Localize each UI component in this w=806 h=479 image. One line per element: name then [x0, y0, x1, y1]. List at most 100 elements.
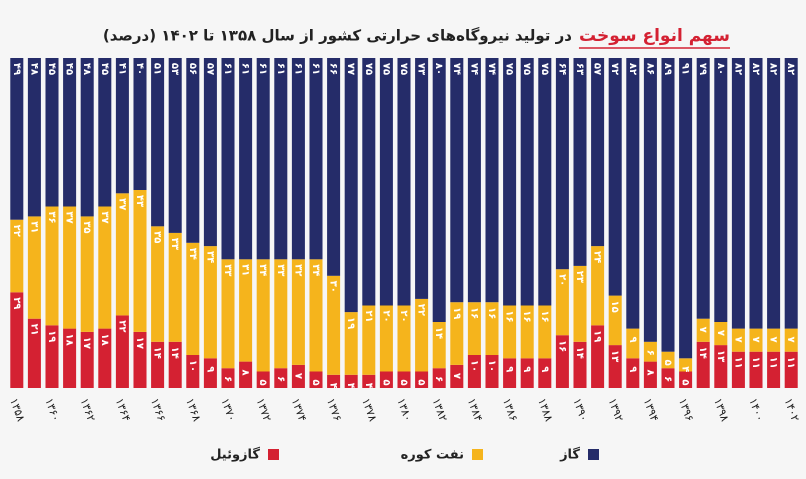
data-label: ۳۴: [187, 248, 198, 260]
bar-segment: [344, 312, 358, 375]
bar-segment: [98, 206, 112, 329]
bar-segment: [309, 371, 323, 388]
data-label: ۷۷: [345, 63, 356, 75]
data-label: ۱۴: [169, 347, 180, 359]
bar-segment: [133, 331, 147, 388]
bar-segment: [626, 358, 640, 388]
bar-segment: [221, 259, 235, 369]
bar-segment: [115, 58, 129, 194]
data-label: ۶۱: [240, 63, 251, 75]
bar-segment: [239, 361, 253, 388]
bar-segment: [731, 58, 745, 329]
bar-segment: [767, 328, 781, 352]
bar-segment: [239, 259, 253, 362]
bar-segment: [749, 58, 763, 329]
data-label: ۹: [627, 337, 638, 343]
bar-segment: [608, 295, 622, 346]
data-label: ۹: [539, 366, 550, 372]
bar-segment: [538, 305, 552, 359]
data-label: ۳۱: [28, 221, 39, 233]
data-label: ۶۱: [222, 63, 233, 75]
data-label: ۱۵: [609, 300, 620, 312]
data-label: ۸۲: [768, 63, 779, 75]
bar-segment: [714, 345, 728, 388]
data-label: ۳۱: [240, 264, 251, 276]
data-label: ۳۵: [152, 231, 163, 243]
bar-segment: [274, 58, 288, 260]
data-label: ۴: [680, 366, 691, 372]
bar-segment: [679, 358, 693, 372]
bar-segment: [450, 58, 464, 303]
data-label: ۵۷: [204, 63, 215, 75]
data-label: ۷۵: [504, 63, 515, 75]
bar-segment: [520, 358, 534, 388]
data-label: ۱۱: [768, 357, 779, 369]
data-label: ۷: [715, 330, 726, 336]
bar-segment: [168, 232, 182, 342]
bar-segment: [749, 351, 763, 388]
data-label: ۱۶: [504, 310, 515, 322]
bar-segment: [397, 58, 411, 306]
data-label: ۲۰: [556, 274, 567, 286]
bar-segment: [661, 351, 675, 369]
bar-segment: [696, 318, 710, 342]
data-label: ۷: [732, 337, 743, 343]
bar-segment: [45, 325, 59, 388]
data-label: ۶۱: [292, 63, 303, 75]
data-label: ۳۶: [46, 211, 57, 223]
data-label: ۳۴: [257, 264, 268, 276]
bar-segment: [767, 58, 781, 329]
data-label: ۱۸: [64, 333, 75, 345]
bar-segment: [767, 351, 781, 388]
bar-segment: [661, 368, 675, 388]
bar-segment: [731, 328, 745, 352]
bar-segment: [80, 58, 94, 217]
legend-swatch: [472, 449, 483, 460]
data-label: ۴۳: [134, 195, 145, 207]
data-label: ۱۹: [345, 317, 356, 329]
bar-segment: [168, 341, 182, 388]
data-label: ۳۳: [275, 264, 286, 276]
data-label: ۷۲: [609, 63, 620, 75]
data-label: ۱۶: [486, 307, 497, 319]
legend-swatch: [588, 449, 599, 460]
data-label: ۶: [275, 376, 286, 382]
bar-segment: [344, 58, 358, 313]
data-label: ۵: [662, 360, 673, 366]
data-label: ۱۳: [715, 350, 726, 362]
data-label: ۷۴: [468, 63, 479, 75]
data-label: ۶۳: [574, 63, 585, 75]
bar-segment: [80, 216, 94, 332]
data-label: ۸۶: [644, 63, 655, 75]
data-label: ۸: [644, 370, 655, 376]
bar-segment: [520, 305, 534, 359]
data-label: ۴۵: [46, 63, 57, 75]
data-label: ۵: [398, 379, 409, 385]
data-label: ۳۷: [64, 211, 75, 223]
bar-segment: [643, 341, 657, 362]
bar-segment: [45, 206, 59, 326]
data-label: ۶۱: [310, 63, 321, 75]
bar-segment: [661, 58, 675, 352]
data-label: ۲۲: [116, 320, 127, 332]
bar-segment: [362, 305, 376, 375]
bar-segment: [784, 328, 798, 352]
bar-segment: [186, 355, 200, 388]
bar-segment: [608, 58, 622, 296]
bar-segment: [714, 322, 728, 346]
bar-segment: [450, 302, 464, 365]
bar-segment: [45, 58, 59, 207]
data-label: ۷: [785, 337, 796, 343]
bar-segment: [291, 58, 305, 260]
data-label: ۶: [662, 376, 673, 382]
bar-segment: [63, 206, 77, 329]
bar-segment: [133, 58, 147, 190]
bar-segment: [291, 259, 305, 365]
data-label: ۷۵: [539, 63, 550, 75]
bar-segment: [555, 58, 569, 270]
bar-segment: [503, 305, 517, 359]
bar-segment: [186, 58, 200, 243]
bar-segment: [679, 58, 693, 359]
bar-segment: [27, 58, 41, 217]
bar-segment: [98, 328, 112, 388]
